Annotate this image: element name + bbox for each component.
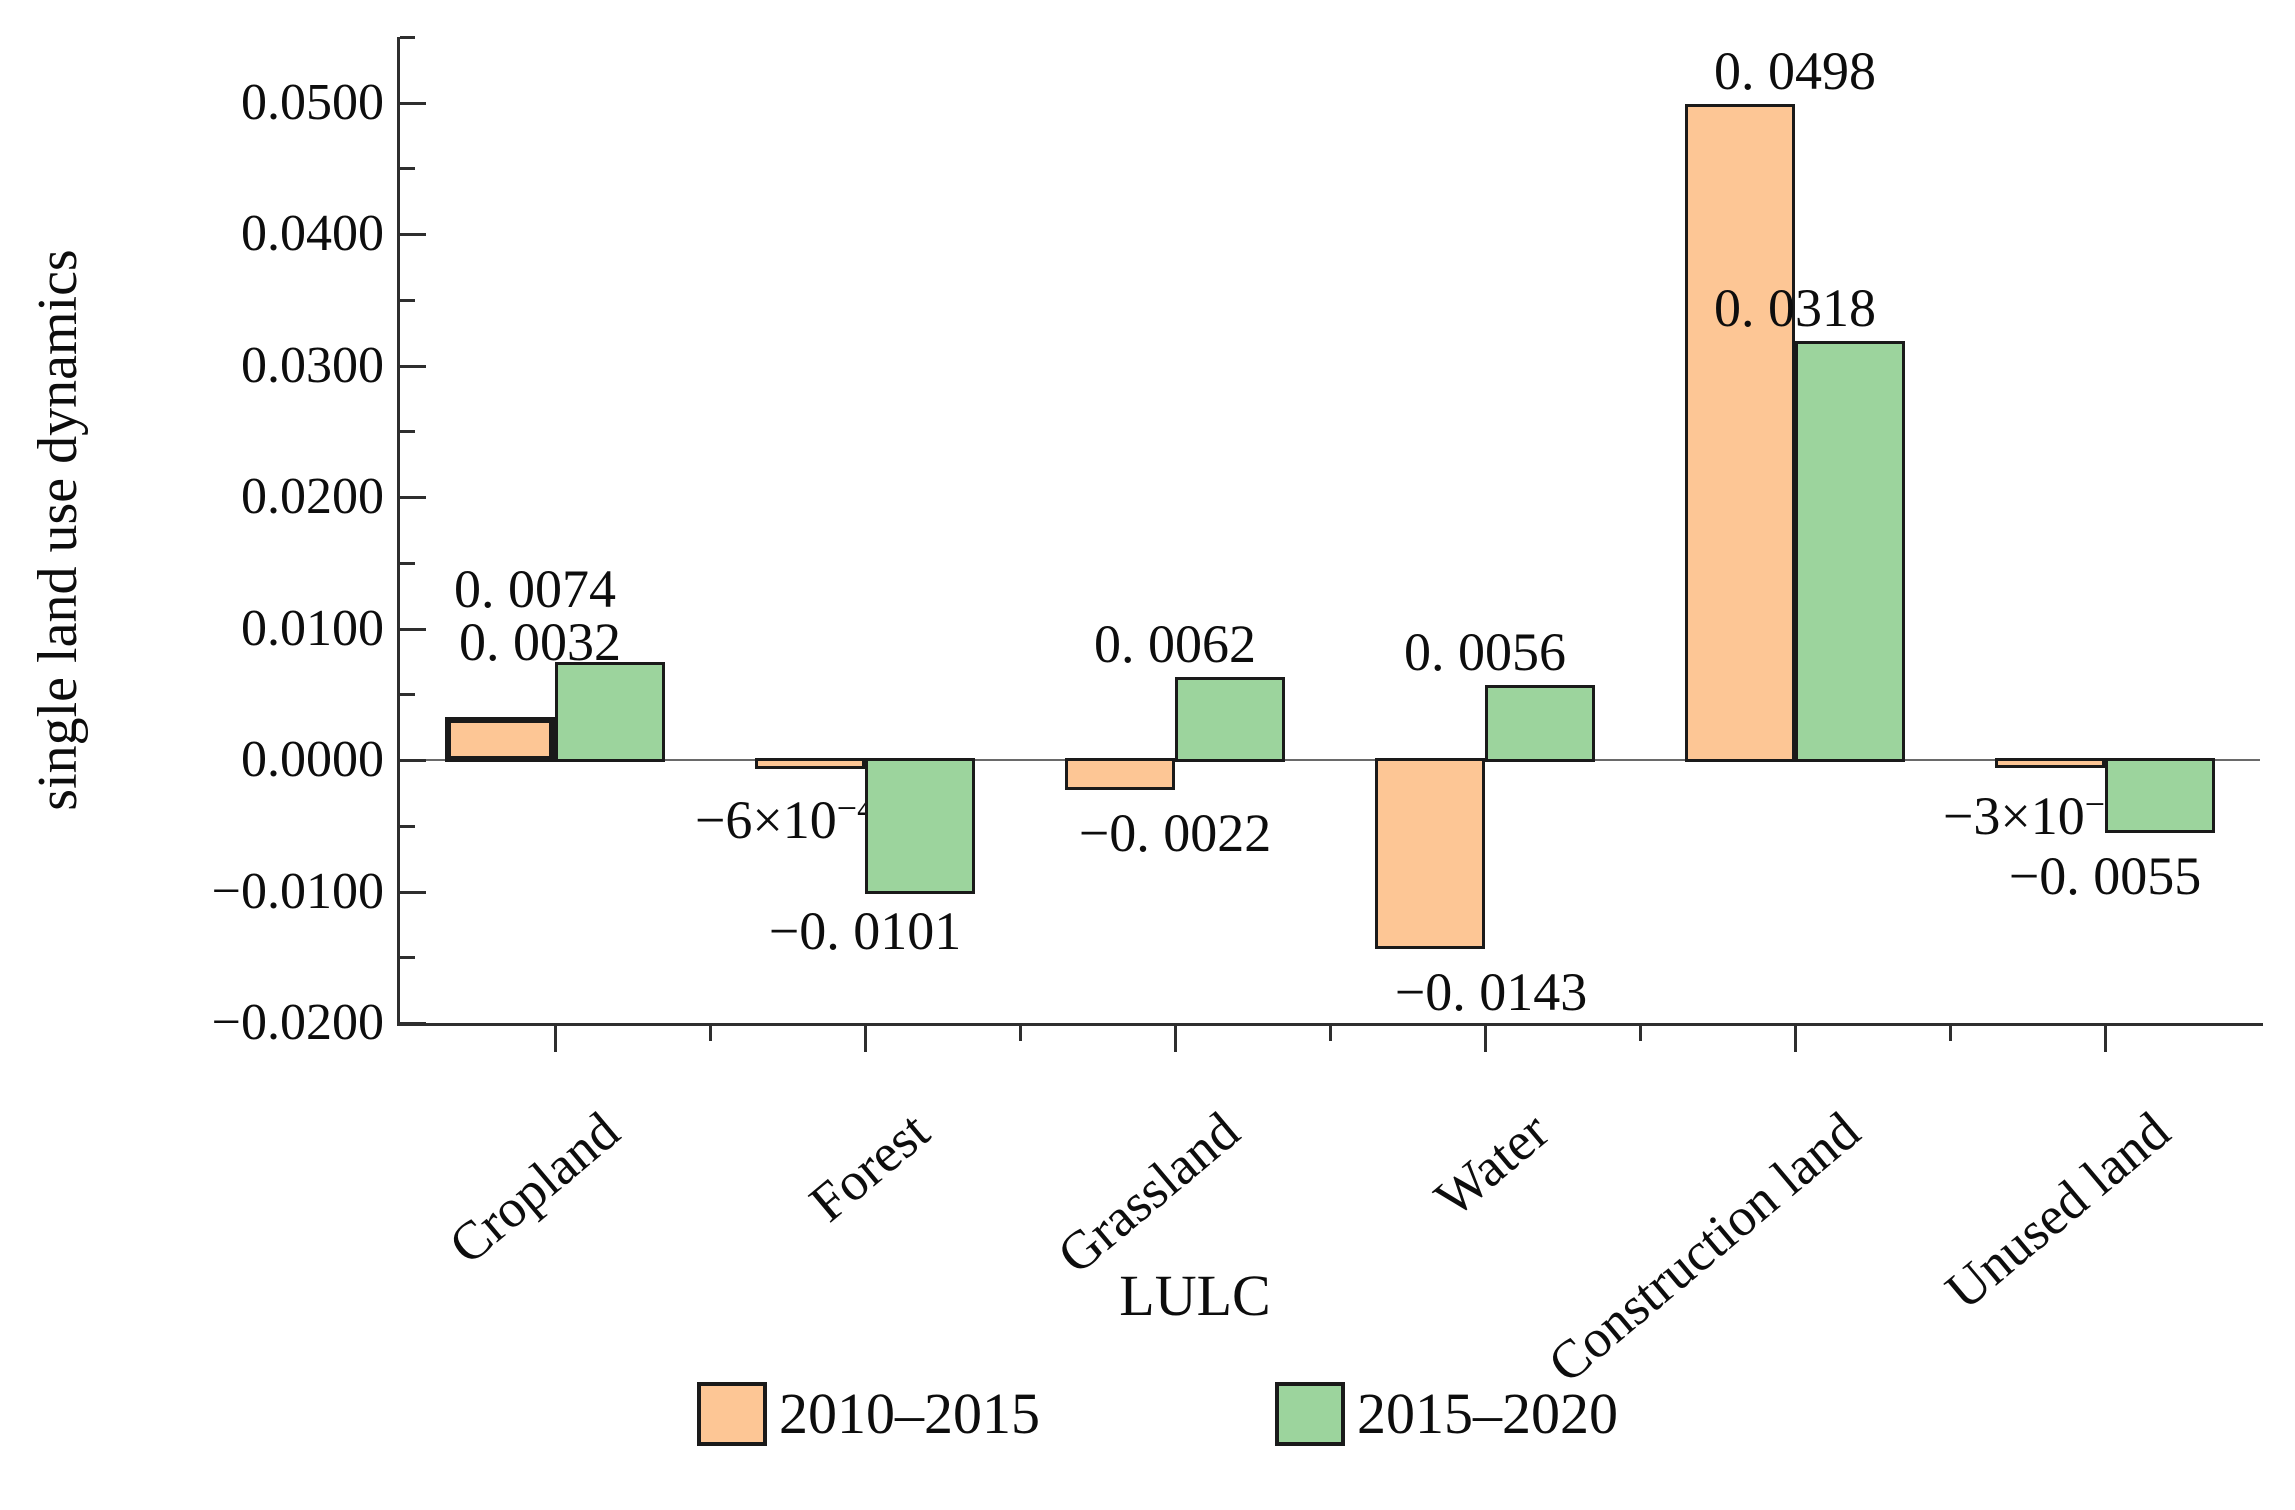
value-label-2010–2015-forest: −6×10−4 <box>694 788 876 850</box>
y-axis-tick-label: 0.0000 <box>241 731 384 788</box>
x-axis-minor-tick <box>1019 1026 1022 1041</box>
bar-2015–2020-water <box>1485 685 1595 762</box>
category-label-construction-land: Construction land <box>1536 1100 1871 1395</box>
y-axis-tick-label: 0.0500 <box>241 74 384 131</box>
value-label-2015–2020-construction-land: 0. 0318 <box>1714 278 1876 338</box>
legend-label-2010–2015: 2010–2015 <box>779 1381 1040 1446</box>
bar-2015–2020-construction-land <box>1795 341 1905 762</box>
value-label-2010–2015-cropland: 0. 0032 <box>459 612 621 672</box>
legend-swatch-2010–2015 <box>697 1382 767 1446</box>
y-axis-major-tick <box>400 102 426 105</box>
value-label-2015–2020-forest: −0. 0101 <box>768 901 962 961</box>
x-axis-spine <box>397 1023 2263 1026</box>
value-label-2015–2020-unused-land: −0. 0055 <box>2008 846 2202 906</box>
y-axis-major-tick <box>400 891 426 894</box>
value-label-2015–2020-water: 0. 0056 <box>1404 622 1566 682</box>
bar-2010–2015-construction-land <box>1685 104 1795 762</box>
value-label-2015–2020-cropland: 0. 0074 <box>454 559 616 619</box>
y-axis-major-tick <box>400 365 426 368</box>
category-label-water: Water <box>1423 1100 1561 1229</box>
y-axis-minor-tick <box>400 956 415 959</box>
y-axis-spine <box>397 37 400 1026</box>
category-label-forest: Forest <box>798 1100 941 1234</box>
y-axis-major-tick <box>400 759 426 762</box>
zero-baseline <box>400 759 2260 761</box>
category-label-unused-land: Unused land <box>1933 1100 2181 1321</box>
x-axis-major-tick <box>1794 1026 1797 1052</box>
y-axis-minor-tick <box>400 167 415 170</box>
x-axis-major-tick <box>1484 1026 1487 1052</box>
y-axis-tick-label: 0.0200 <box>241 468 384 525</box>
y-axis-title: single land use dynamics <box>27 249 89 811</box>
y-axis-minor-tick <box>400 693 415 696</box>
y-axis-tick-label: 0.0300 <box>241 337 384 394</box>
y-axis-minor-tick <box>400 825 415 828</box>
value-label-2010–2015-construction-land: 0. 0498 <box>1714 41 1876 101</box>
x-axis-major-tick <box>554 1026 557 1052</box>
x-axis-minor-tick <box>709 1026 712 1041</box>
y-axis-major-tick <box>400 1022 426 1025</box>
x-axis-minor-tick <box>1639 1026 1642 1041</box>
y-axis-tick-label: −0.0100 <box>211 863 384 920</box>
x-axis-minor-tick <box>1329 1026 1332 1041</box>
legend-item-2015–2020: 2015–2020 <box>1275 1382 1618 1446</box>
legend-item-2010–2015: 2010–2015 <box>697 1382 1040 1446</box>
x-axis-minor-tick <box>1949 1026 1952 1041</box>
bar-2010–2015-unused-land <box>1995 758 2105 768</box>
x-axis-major-tick <box>864 1026 867 1052</box>
y-axis-minor-tick <box>400 430 415 433</box>
y-axis-minor-tick <box>400 36 415 39</box>
bar-2010–2015-forest <box>755 758 865 769</box>
x-axis-title: LULC <box>1119 1263 1271 1328</box>
y-axis-tick-label: −0.0200 <box>211 994 384 1051</box>
value-label-2010–2015-unused-land: −3×10−4 <box>1942 784 2124 846</box>
bar-2015–2020-forest <box>865 758 975 894</box>
value-label-2010–2015-water: −0. 0143 <box>1394 962 1588 1022</box>
value-label-2015–2020-grassland: 0. 0062 <box>1094 614 1256 674</box>
bar-2010–2015-grassland <box>1065 758 1175 790</box>
legend-swatch-2015–2020 <box>1275 1382 1345 1446</box>
bar-2015–2020-unused-land <box>2105 758 2215 833</box>
x-axis-major-tick <box>2104 1026 2107 1052</box>
bar-2015–2020-grassland <box>1175 677 1285 762</box>
y-axis-major-tick <box>400 233 426 236</box>
y-axis-minor-tick <box>400 562 415 565</box>
legend: 2010–2015 2015–2020 <box>697 1382 1618 1446</box>
category-label-cropland: Cropland <box>437 1100 631 1276</box>
legend-label-2015–2020: 2015–2020 <box>1357 1381 1618 1446</box>
x-axis-major-tick <box>1174 1026 1177 1052</box>
y-axis-major-tick <box>400 496 426 499</box>
y-axis-tick-label: 0.0100 <box>241 600 384 657</box>
bar-2010–2015-water <box>1375 758 1485 949</box>
y-axis-minor-tick <box>400 299 415 302</box>
bar-2010–2015-cropland <box>445 717 555 762</box>
category-label-grassland: Grassland <box>1046 1100 1251 1286</box>
y-axis-major-tick <box>400 628 426 631</box>
value-label-2010–2015-grassland: −0. 0022 <box>1078 803 1272 863</box>
bar-2015–2020-cropland <box>555 662 665 762</box>
y-axis-tick-label: 0.0400 <box>241 205 384 262</box>
